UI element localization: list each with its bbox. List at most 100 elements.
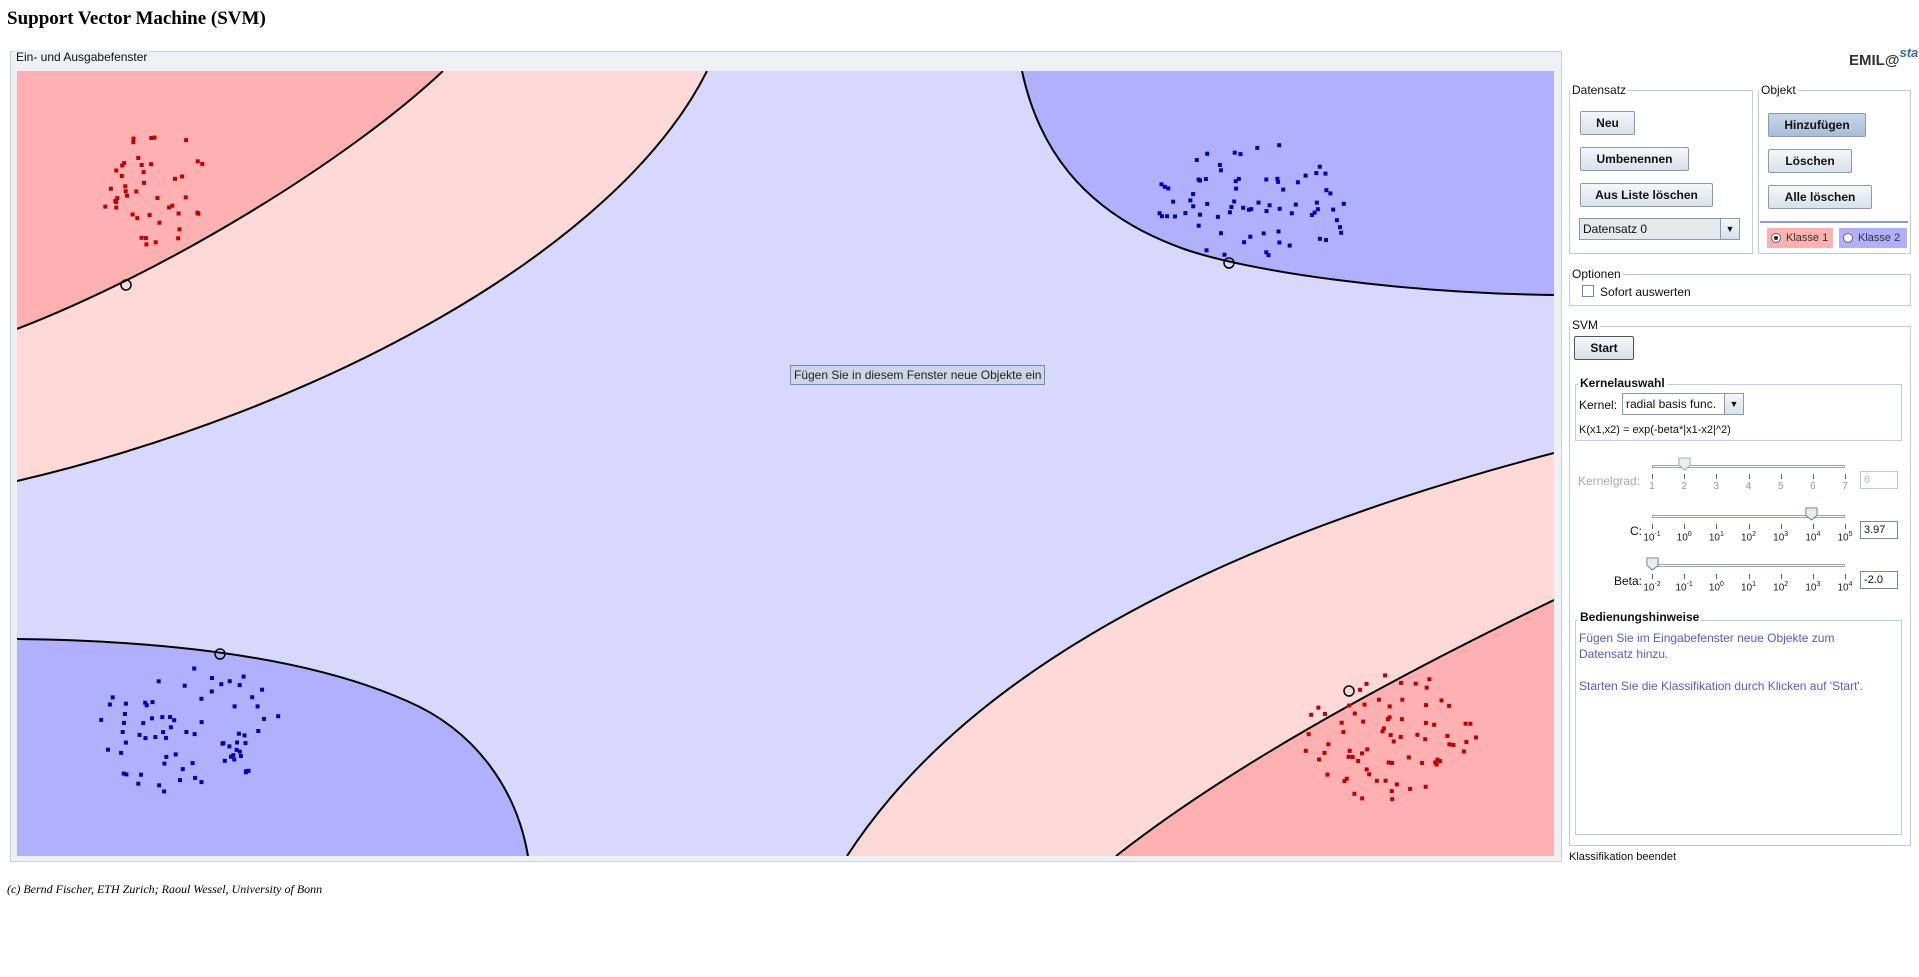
data-point bbox=[143, 236, 148, 241]
data-point bbox=[1400, 697, 1405, 702]
c-slider-track[interactable] bbox=[1652, 515, 1845, 518]
data-point bbox=[1277, 240, 1282, 245]
data-point bbox=[136, 781, 141, 786]
data-point bbox=[1215, 214, 1220, 219]
data-point bbox=[1276, 229, 1281, 234]
data-point bbox=[168, 725, 173, 730]
boundary-bottomright-margin bbox=[1115, 599, 1554, 856]
start-button[interactable]: Start bbox=[1574, 336, 1634, 360]
slider-tick-label: 102 bbox=[1773, 581, 1789, 594]
beta-slider-track[interactable] bbox=[1652, 564, 1845, 567]
data-point bbox=[1303, 173, 1308, 178]
dataset-select[interactable]: Datensatz 0 ▼ bbox=[1579, 218, 1740, 240]
data-point bbox=[1261, 231, 1266, 236]
data-point bbox=[1275, 176, 1280, 181]
beta-slider-thumb[interactable] bbox=[1646, 557, 1659, 571]
data-point bbox=[1344, 776, 1349, 781]
data-point bbox=[134, 189, 139, 194]
data-point bbox=[1390, 797, 1395, 802]
data-point bbox=[1389, 789, 1394, 794]
slider-tick bbox=[1684, 574, 1686, 579]
data-point bbox=[256, 729, 261, 733]
data-point bbox=[199, 780, 204, 785]
data-point bbox=[1276, 179, 1281, 184]
class1-radio[interactable]: Klasse 1 bbox=[1767, 228, 1833, 248]
data-point bbox=[1159, 182, 1164, 187]
slider-tick bbox=[1845, 574, 1846, 579]
data-point bbox=[199, 696, 204, 701]
plot-canvas[interactable] bbox=[17, 71, 1554, 856]
data-point bbox=[1361, 719, 1366, 724]
slider-tick bbox=[1780, 574, 1782, 579]
beta-field[interactable]: -2.0 bbox=[1860, 571, 1898, 589]
region-class1-strong-topleft bbox=[17, 71, 443, 329]
data-point bbox=[1339, 230, 1344, 235]
data-point bbox=[219, 682, 224, 687]
rename-dataset-button[interactable]: Umbenennen bbox=[1580, 147, 1689, 171]
data-point bbox=[114, 205, 119, 210]
boundary-topleft-decision bbox=[17, 71, 708, 482]
data-point bbox=[1219, 168, 1223, 173]
data-point bbox=[153, 240, 158, 245]
data-point bbox=[1364, 767, 1369, 772]
data-point bbox=[1233, 179, 1238, 184]
data-point bbox=[114, 168, 119, 173]
data-point bbox=[1434, 762, 1439, 767]
radio-unselected-icon bbox=[1843, 233, 1853, 243]
new-dataset-button[interactable]: Neu bbox=[1580, 111, 1635, 135]
data-point bbox=[122, 712, 127, 716]
data-point bbox=[232, 757, 237, 762]
data-point bbox=[1377, 697, 1381, 702]
delete-object-button[interactable]: Löschen bbox=[1768, 149, 1852, 173]
data-point bbox=[1445, 734, 1450, 738]
data-point bbox=[1247, 207, 1251, 212]
instant-eval-checkbox[interactable] bbox=[1582, 285, 1594, 297]
data-point bbox=[193, 775, 198, 780]
data-point bbox=[177, 227, 182, 232]
data-point bbox=[199, 720, 204, 725]
data-point bbox=[1408, 786, 1413, 791]
kernelgrad-slider-track[interactable] bbox=[1652, 465, 1845, 468]
data-point bbox=[99, 717, 104, 722]
data-point bbox=[1314, 200, 1319, 205]
delete-from-list-button[interactable]: Aus Liste löschen bbox=[1580, 183, 1713, 207]
data-point bbox=[1383, 778, 1388, 783]
data-point bbox=[144, 242, 149, 247]
kernelgrad-slider-thumb[interactable] bbox=[1678, 457, 1691, 471]
data-point bbox=[1347, 703, 1352, 708]
data-point bbox=[1388, 733, 1393, 738]
data-point bbox=[262, 716, 266, 721]
class2-radio-label: Klasse 2 bbox=[1858, 232, 1901, 244]
data-point bbox=[180, 174, 185, 179]
data-point bbox=[243, 741, 248, 746]
data-point bbox=[1322, 750, 1327, 755]
kernelgrad-field[interactable]: 6 bbox=[1860, 471, 1898, 489]
data-point bbox=[160, 715, 165, 720]
data-point bbox=[232, 704, 237, 709]
data-point bbox=[1435, 757, 1440, 762]
class2-radio[interactable]: Klasse 2 bbox=[1839, 228, 1907, 248]
data-point bbox=[168, 715, 173, 719]
data-point bbox=[1346, 754, 1351, 759]
data-point bbox=[1241, 205, 1246, 210]
slider-tick bbox=[1780, 474, 1782, 479]
io-panel-title: Ein- und Ausgabefenster bbox=[14, 50, 150, 64]
c-slider-thumb[interactable] bbox=[1805, 507, 1818, 521]
slider-tick bbox=[1845, 474, 1846, 479]
kernel-group bbox=[1575, 384, 1902, 441]
data-point bbox=[137, 732, 142, 737]
slider-tick bbox=[1716, 474, 1718, 479]
add-object-button[interactable]: Hinzufügen bbox=[1768, 113, 1866, 137]
data-point bbox=[1339, 720, 1344, 725]
data-point bbox=[143, 700, 148, 705]
region-class2-strong-bottomleft bbox=[17, 639, 528, 856]
kernel-select[interactable]: radial basis func. ▼ bbox=[1622, 393, 1744, 415]
c-field[interactable]: 3.97 bbox=[1860, 521, 1898, 539]
data-point bbox=[143, 736, 148, 741]
delete-all-objects-button[interactable]: Alle löschen bbox=[1768, 185, 1872, 209]
data-point bbox=[195, 159, 200, 164]
data-point bbox=[1424, 703, 1428, 708]
data-point bbox=[255, 704, 260, 709]
data-point bbox=[1323, 711, 1327, 716]
data-point bbox=[1447, 742, 1452, 747]
